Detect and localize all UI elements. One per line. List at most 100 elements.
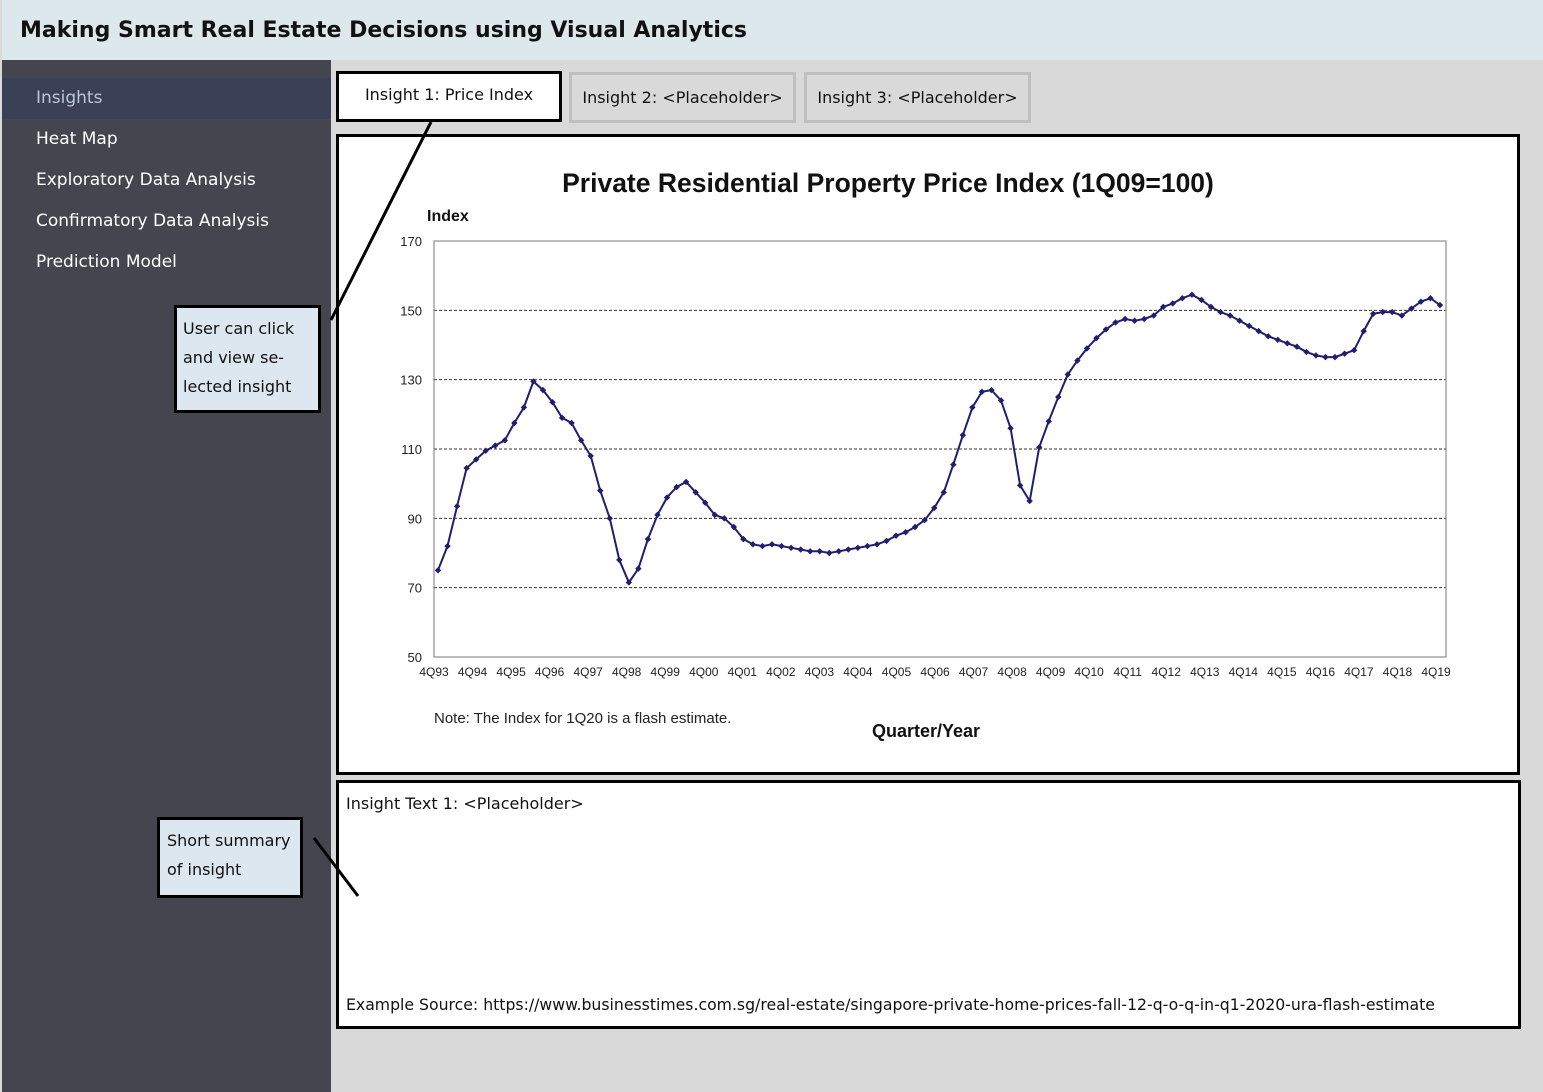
x-tick-label: 4Q14 [1229, 665, 1259, 679]
callout-line: of insight [167, 860, 242, 879]
callout-line: Short summary [167, 831, 291, 850]
data-point [730, 523, 738, 531]
y-tick-label: 110 [401, 442, 422, 457]
data-point [864, 542, 871, 550]
chart-title: Private Residential Property Price Index… [562, 168, 1214, 198]
sidebar-item-insights[interactable]: Insights [2, 78, 331, 119]
data-point [950, 461, 957, 468]
data-point [1064, 371, 1072, 378]
data-point [1121, 315, 1129, 323]
tab-insight-2[interactable]: Insight 2: <Placeholder> [569, 72, 796, 123]
data-point [1265, 333, 1272, 340]
callout-tabs-note: User can click and view se- lected insig… [174, 305, 321, 413]
data-point [1131, 317, 1138, 324]
data-point [482, 447, 489, 454]
data-point [1007, 425, 1014, 432]
data-point [1055, 393, 1062, 401]
x-tick-label: 4Q98 [612, 665, 642, 679]
sidebar-nav: Insights Heat Map Exploratory Data Analy… [2, 78, 331, 283]
data-point [539, 386, 547, 394]
data-point [873, 541, 881, 548]
data-point [797, 546, 804, 553]
chart-note: Note: The Index for 1Q20 is a flash esti… [434, 710, 731, 727]
x-tick-label: 4Q02 [766, 665, 796, 679]
x-tick-label: 4Q03 [805, 665, 835, 679]
data-point [597, 487, 604, 494]
data-point [1150, 312, 1157, 319]
x-tick-label: 4Q07 [959, 665, 989, 679]
data-point [1036, 444, 1043, 451]
data-point [1112, 319, 1119, 326]
data-point [1408, 305, 1415, 312]
sidebar-item-heat-map[interactable]: Heat Map [36, 129, 118, 149]
price-index-chart: Private Residential Property Price Index… [400, 168, 1451, 741]
x-tick-label: 4Q15 [1267, 665, 1297, 679]
data-point [1255, 327, 1262, 335]
plot-area: 50 70 90 110 130 150 170 4Q93 4Q94 4Q95 4Q96 4Q97 4Q… [400, 234, 1451, 679]
callout-line: and view se- [183, 348, 285, 367]
data-point [1331, 353, 1339, 361]
data-point [854, 544, 862, 551]
sidebar: Insights Heat Map Exploratory Data Analy… [2, 60, 331, 1092]
x-tick-label: 4Q05 [882, 665, 912, 679]
data-point [845, 546, 852, 553]
y-tick-label: 90 [408, 511, 422, 526]
x-tick-label: 4Q19 [1421, 665, 1451, 679]
x-tick-label: 4Q01 [728, 665, 758, 679]
plot-border [433, 240, 1447, 658]
data-point [978, 388, 986, 395]
data-point [940, 489, 947, 496]
tab-insight-3[interactable]: Insight 3: <Placeholder> [804, 72, 1031, 123]
x-tick-label: 4Q12 [1152, 665, 1182, 679]
x-tick-label: 4Q04 [843, 665, 873, 679]
source-text: Example Source: https://www.businesstime… [346, 995, 1435, 1014]
data-point [778, 542, 785, 550]
data-point [1293, 343, 1301, 350]
data-point [606, 515, 613, 522]
sidebar-item-exploratory-data-analysis[interactable]: Exploratory Data Analysis [36, 170, 256, 190]
data-point [911, 523, 919, 531]
data-point [806, 548, 814, 555]
data-point [616, 556, 623, 564]
x-tick-label: 4Q09 [1036, 665, 1066, 679]
data-point [444, 542, 451, 550]
data-point [1198, 296, 1205, 304]
x-tick-label: 4Q99 [651, 665, 681, 679]
data-point [1226, 312, 1234, 319]
data-point [453, 503, 461, 510]
data-point [1026, 497, 1033, 505]
sidebar-item-prediction-model[interactable]: Prediction Model [36, 252, 177, 272]
data-point [1045, 418, 1052, 425]
data-point [1379, 308, 1386, 316]
data-point [1322, 353, 1329, 361]
x-tick-label: 4Q18 [1383, 665, 1413, 679]
data-point [434, 567, 442, 574]
sidebar-item-confirmatory-data-analysis[interactable]: Confirmatory Data Analysis [36, 211, 269, 231]
x-tick-label: 4Q93 [419, 665, 449, 679]
x-tick-label: 4Q13 [1190, 665, 1220, 679]
x-tick-label: 4Q97 [573, 665, 603, 679]
data-point [759, 542, 766, 550]
y-tick-label: 170 [400, 234, 422, 249]
data-point [835, 548, 842, 555]
data-point [1303, 348, 1310, 356]
tab-insight-1[interactable]: Insight 1: Price Index [336, 71, 562, 122]
x-tick-label: 4Q96 [535, 665, 565, 679]
data-point [549, 399, 556, 406]
data-point [1398, 312, 1406, 319]
data-point [1102, 326, 1110, 333]
data-point [816, 548, 823, 555]
data-point [1188, 291, 1196, 298]
data-point [1284, 340, 1291, 347]
chart-x-axis-label: Quarter/Year [872, 721, 980, 741]
data-point [501, 437, 508, 444]
x-tick-label: 4Q94 [458, 665, 488, 679]
data-point [1389, 308, 1396, 316]
callout-line: lected insight [183, 377, 292, 396]
price-index-series-line [437, 293, 1441, 585]
y-tick-label: 70 [408, 581, 422, 596]
data-point [673, 483, 680, 491]
data-point [1169, 300, 1176, 307]
chart-panel: Private Residential Property Price Index… [336, 134, 1520, 775]
data-point [644, 535, 652, 543]
